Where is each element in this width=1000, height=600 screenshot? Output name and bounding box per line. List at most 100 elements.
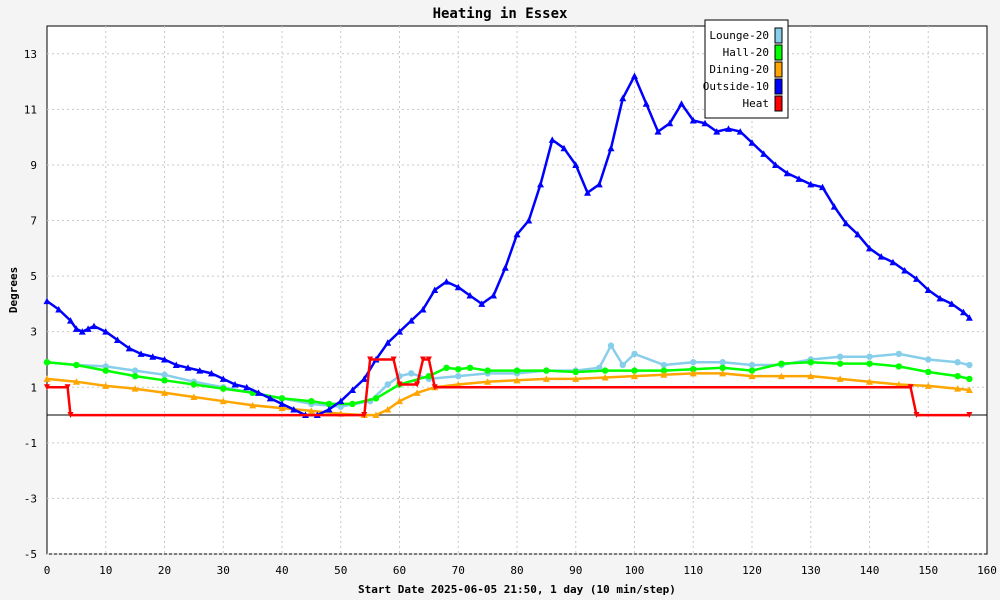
data-point: [220, 385, 227, 392]
data-point: [396, 381, 403, 388]
data-point: [125, 344, 133, 352]
x-tick-label: 70: [452, 564, 465, 577]
data-point: [490, 292, 497, 299]
data-point: [172, 361, 180, 369]
x-tick-label: 50: [334, 564, 347, 577]
data-point: [719, 364, 726, 372]
data-point: [484, 378, 492, 385]
series-outside-10: [43, 72, 973, 419]
data-point: [537, 180, 544, 188]
y-tick-label: -1: [24, 437, 37, 450]
data-point: [131, 385, 139, 392]
series-heat: [44, 356, 973, 419]
data-point: [219, 397, 227, 405]
data-point: [954, 359, 961, 366]
data-point: [607, 144, 615, 152]
data-point: [966, 412, 973, 419]
data-point: [43, 375, 51, 382]
legend-swatch: [774, 27, 783, 44]
data-point: [137, 350, 145, 357]
data-point: [278, 400, 286, 407]
series-hall-20: [43, 359, 973, 408]
data-point: [660, 371, 668, 378]
data-point: [689, 116, 697, 124]
data-point: [936, 294, 944, 302]
x-tick-label: 20: [158, 564, 171, 577]
series-line: [46, 361, 970, 406]
data-point: [384, 339, 392, 346]
data-point: [431, 384, 438, 391]
legend: Lounge-20 Hall-20 Dining-20 Outside-10 Heat: [703, 19, 789, 119]
data-point: [736, 128, 744, 135]
data-point: [631, 372, 638, 380]
data-point: [384, 381, 391, 388]
legend-label: Heat: [743, 97, 770, 110]
legend-box: [704, 19, 789, 119]
y-tick-label: 13: [24, 48, 37, 61]
data-point: [384, 405, 392, 413]
data-point: [390, 356, 397, 363]
data-point: [830, 203, 838, 210]
data-point: [895, 380, 903, 388]
data-point: [595, 180, 603, 188]
data-point: [513, 376, 521, 384]
data-point: [631, 367, 638, 374]
data-point: [454, 283, 462, 291]
data-point: [73, 361, 80, 369]
data-point: [836, 360, 844, 367]
data-point: [443, 278, 450, 285]
data-point: [913, 275, 920, 282]
data-point: [407, 317, 415, 324]
data-point: [690, 359, 697, 366]
data-point: [965, 386, 973, 394]
data-point: [542, 375, 550, 382]
data-point: [290, 405, 298, 413]
legend-label: Dining-20: [709, 63, 769, 76]
x-tick-label: 130: [801, 564, 821, 577]
y-tick-label: 5: [30, 270, 37, 283]
data-point: [102, 328, 110, 335]
grid: [47, 26, 987, 555]
data-point: [361, 412, 368, 419]
data-point: [725, 125, 732, 132]
x-tick-label: 90: [569, 564, 582, 577]
data-point: [901, 267, 909, 274]
data-point: [907, 384, 914, 391]
data-point: [719, 359, 726, 366]
data-point: [372, 395, 380, 402]
data-point: [325, 405, 333, 413]
legend-label: Outside-10: [703, 80, 769, 93]
data-point: [102, 382, 110, 389]
y-tick-label: 3: [30, 326, 37, 339]
legend-swatch: [774, 61, 783, 78]
series-line: [47, 358, 970, 417]
data-point: [619, 361, 626, 369]
data-point: [396, 328, 403, 335]
data-point: [924, 286, 932, 293]
data-point: [78, 328, 86, 335]
data-point: [948, 300, 956, 307]
data-point: [560, 144, 568, 152]
data-point: [114, 336, 121, 344]
data-point: [954, 372, 961, 380]
x-tick-label: 10: [99, 564, 112, 577]
y-tick-label: -3: [24, 492, 37, 505]
data-point: [425, 372, 433, 380]
x-tick-label: 150: [918, 564, 938, 577]
data-point: [372, 411, 380, 419]
data-point: [525, 217, 533, 224]
data-point: [778, 360, 785, 367]
data-point: [619, 94, 627, 102]
data-point: [631, 350, 638, 358]
x-tick-label: 100: [625, 564, 645, 577]
data-point: [325, 400, 333, 408]
data-point: [772, 161, 779, 168]
data-point: [249, 401, 257, 409]
data-point: [607, 342, 615, 349]
data-point: [337, 397, 345, 405]
data-point: [748, 372, 756, 380]
data-point: [44, 384, 50, 391]
x-tick-label: 40: [275, 564, 288, 577]
data-point: [631, 72, 638, 80]
legend-label: Hall-20: [723, 46, 769, 59]
